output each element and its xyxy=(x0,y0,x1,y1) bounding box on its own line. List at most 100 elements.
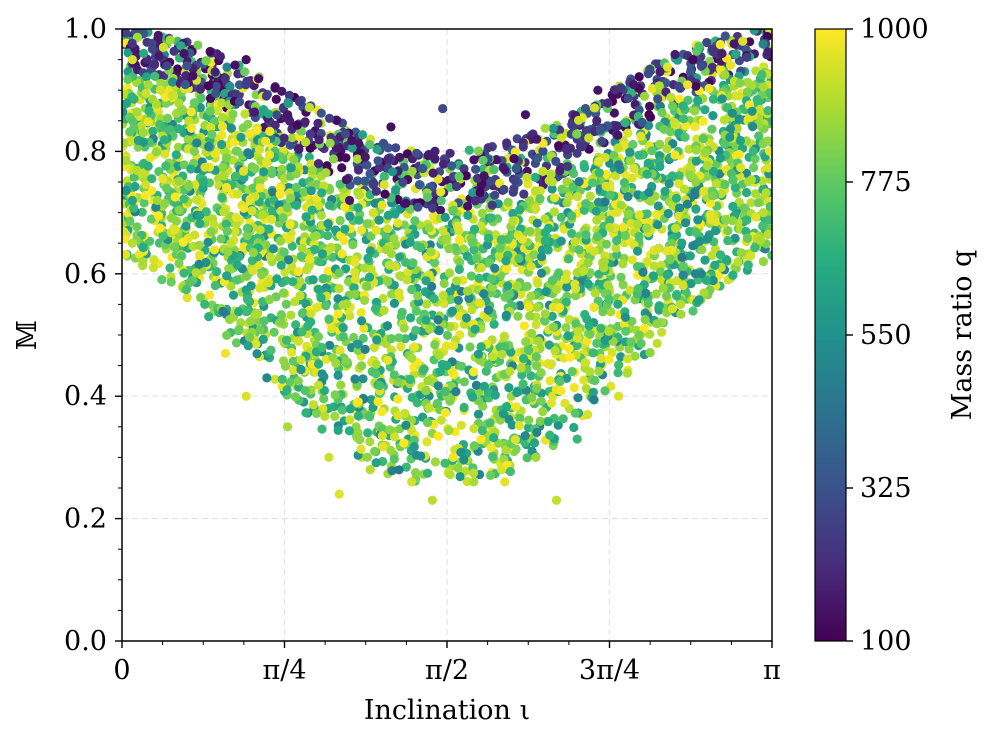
scatter-point xyxy=(693,215,703,225)
scatter-point xyxy=(295,291,305,301)
scatter-point xyxy=(574,245,584,255)
scatter-point xyxy=(315,257,325,267)
scatter-point xyxy=(296,355,306,365)
scatter-point xyxy=(343,276,354,287)
scatter-point xyxy=(204,142,214,152)
scatter-point xyxy=(436,415,446,425)
scatter-point xyxy=(166,277,176,287)
scatter-point xyxy=(132,32,142,43)
scatter-point xyxy=(462,286,473,296)
scatter-point xyxy=(255,225,265,235)
scatter-point xyxy=(290,392,300,402)
scatter-point xyxy=(749,162,759,173)
scatter-point xyxy=(293,162,303,172)
scatter-point xyxy=(255,325,265,335)
scatter-point xyxy=(644,110,654,120)
scatter-point xyxy=(297,327,307,337)
scatter-point xyxy=(604,294,614,304)
scatter-point xyxy=(409,442,419,452)
scatter-point xyxy=(751,212,761,222)
scatter-point xyxy=(555,376,565,387)
scatter-point xyxy=(263,109,273,119)
scatter-point xyxy=(518,379,528,389)
scatter-point xyxy=(546,359,557,369)
scatter-point xyxy=(535,194,545,204)
scatter-point xyxy=(491,155,501,165)
scatter-point xyxy=(398,177,408,187)
scatter-point xyxy=(499,342,509,352)
scatter-point xyxy=(616,200,626,210)
scatter-point xyxy=(538,146,548,156)
scatter-point xyxy=(339,236,349,246)
scatter-point xyxy=(698,116,708,126)
scatter-point xyxy=(323,219,333,229)
scatter-point xyxy=(514,420,524,431)
scatter-point xyxy=(616,272,626,282)
scatter-point xyxy=(663,208,673,219)
scatter-point xyxy=(629,80,639,90)
scatter-point xyxy=(594,366,604,376)
scatter-point xyxy=(283,234,293,244)
scatter-point xyxy=(200,299,210,309)
scatter-point xyxy=(582,314,592,324)
scatter-point xyxy=(291,200,302,210)
scatter-point xyxy=(204,290,215,300)
scatter-point xyxy=(486,213,496,223)
scatter-point xyxy=(240,109,250,119)
scatter-point xyxy=(277,86,287,96)
scatter-point xyxy=(526,262,536,272)
scatter-point xyxy=(534,336,544,346)
scatter-point xyxy=(473,349,484,359)
scatter-point xyxy=(248,247,258,258)
scatter-point xyxy=(727,108,738,118)
scatter-point xyxy=(257,210,268,220)
scatter-point xyxy=(291,169,301,179)
scatter-point xyxy=(379,171,389,182)
scatter-point xyxy=(271,94,281,104)
scatter-point xyxy=(594,168,604,178)
scatter-point xyxy=(735,78,745,88)
scatter-point xyxy=(279,247,289,257)
scatter-point xyxy=(221,219,231,229)
scatter-point xyxy=(688,306,698,316)
scatter-point xyxy=(245,194,255,205)
colorbar xyxy=(814,28,847,642)
scatter-point xyxy=(708,275,718,286)
scatter-point xyxy=(337,405,347,415)
scatter-point xyxy=(633,219,643,229)
scatter-point xyxy=(127,38,137,49)
scatter-point xyxy=(356,444,366,454)
scatter-point xyxy=(435,367,445,377)
scatter-point xyxy=(360,344,370,354)
scatter-point xyxy=(364,411,374,421)
scatter-point xyxy=(407,392,417,403)
scatter-point xyxy=(290,297,300,307)
scatter-point xyxy=(127,195,137,205)
scatter-point xyxy=(455,257,465,267)
scatter-point xyxy=(531,361,542,371)
scatter-point xyxy=(639,323,649,334)
scatter-point xyxy=(605,222,615,233)
scatter-point xyxy=(490,263,500,273)
scatter-point xyxy=(251,339,261,349)
scatter-point xyxy=(694,295,704,305)
scatter-point xyxy=(488,451,498,462)
scatter-point xyxy=(681,121,691,131)
scatter-point xyxy=(442,361,452,371)
scatter-point xyxy=(625,156,636,166)
scatter-point xyxy=(387,167,398,177)
scatter-point xyxy=(459,377,469,387)
scatter-point xyxy=(734,114,744,124)
scatter-point xyxy=(469,367,479,377)
scatter-point xyxy=(738,36,748,46)
scatter-point xyxy=(593,85,603,95)
scatter-point xyxy=(562,145,572,155)
scatter-point xyxy=(636,338,646,349)
scatter-point xyxy=(371,186,381,196)
scatter-point xyxy=(623,354,633,364)
scatter-point xyxy=(526,291,536,301)
scatter-point xyxy=(459,164,469,174)
scatter-point xyxy=(261,136,271,146)
scatter-point xyxy=(659,124,669,134)
scatter-point xyxy=(393,394,403,404)
